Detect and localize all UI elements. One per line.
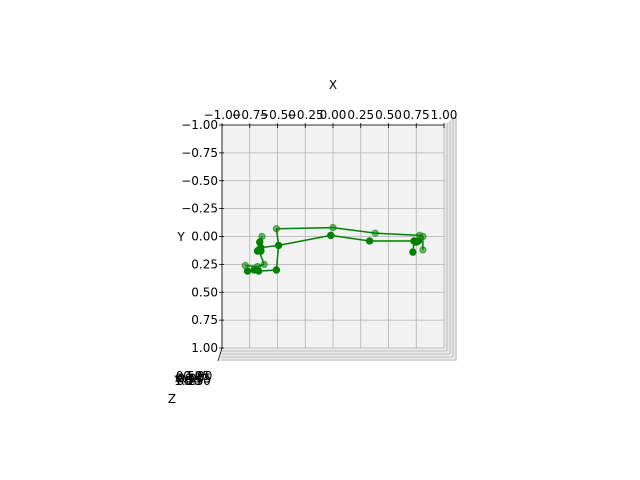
chart-segment (275, 245, 280, 271)
z-tick-label: 0.25 (177, 374, 204, 388)
z-tick-label: −1.00 (176, 369, 213, 383)
bottom-pane (218, 348, 457, 361)
z-tick-label: −0.25 (173, 369, 210, 383)
chart-point (250, 266, 258, 274)
z-tick-label: −0.50 (174, 374, 211, 388)
chart-point (272, 266, 281, 274)
chart-point (414, 237, 423, 245)
chart-points (241, 223, 427, 275)
x-tick-label: −0.50 (259, 108, 296, 122)
z-axis-label: Z (168, 392, 176, 406)
y-tick-label: −0.50 (181, 174, 218, 188)
y-tick-label: 0.50 (191, 285, 218, 299)
chart-point (260, 260, 268, 269)
z-axis-line (217, 347, 223, 362)
y-tick-label: −0.75 (181, 146, 218, 160)
chart-segment (332, 226, 376, 234)
chart-point (365, 237, 374, 245)
y-tick-label: −0.25 (181, 202, 218, 216)
z-tick-label: 0.50 (176, 369, 203, 383)
chart-point (371, 229, 379, 237)
chart-point (419, 246, 427, 254)
y-tick-label: 0.25 (191, 257, 218, 271)
y-tick-label: 0.75 (191, 313, 218, 327)
z-tick-label: 0.00 (177, 372, 204, 386)
chart-point (274, 241, 283, 250)
x-axis-ticks: −1.00−0.75−0.50−0.250.00 0.25 0.50 0.75 1.00 (204, 108, 458, 128)
y-tick-label: 0.00 (191, 230, 218, 244)
x-tick-label: −0.25 (287, 108, 324, 122)
z-axis-ticks: −1.00−0.75−0.50−0.250.000.250.500.751.00 (173, 369, 212, 388)
chart-segment (330, 234, 370, 242)
chart-point (419, 232, 427, 241)
z-tick-label: 0.75 (175, 372, 202, 386)
x-tick-label: −1.00 (204, 108, 241, 122)
chart-point (253, 247, 262, 255)
chart-point (272, 224, 281, 233)
x-tick-label: 0.00 (320, 108, 347, 122)
y-tick-label: 1.00 (191, 341, 218, 355)
chart-segment (375, 232, 420, 237)
chart-point (409, 248, 417, 256)
right-pane (444, 115, 457, 361)
z-tick-label: 1.00 (174, 374, 201, 388)
chart-point (256, 238, 264, 246)
y-tick-label: −1.00 (181, 118, 218, 132)
chart-segment (278, 234, 331, 247)
chart-point (243, 267, 252, 275)
chart-point (329, 223, 337, 232)
chart-segment (276, 226, 334, 230)
x-tick-label: 1.00 (431, 108, 458, 122)
x-tick-label: −0.75 (231, 108, 268, 122)
chart-point (327, 231, 335, 240)
y-axis-label: Y (176, 230, 185, 244)
x-tick-label: 0.75 (403, 108, 430, 122)
x-tick-label: 0.50 (375, 108, 402, 122)
x-tick-label: 0.25 (347, 108, 374, 122)
x-axis-label: X (329, 78, 337, 92)
z-tick-label: −0.75 (175, 372, 212, 386)
y-axis-ticks: −1.00 −0.75 −0.50 −0.25 0.00 0.25 0.50 0.75 1.00 (181, 118, 224, 355)
